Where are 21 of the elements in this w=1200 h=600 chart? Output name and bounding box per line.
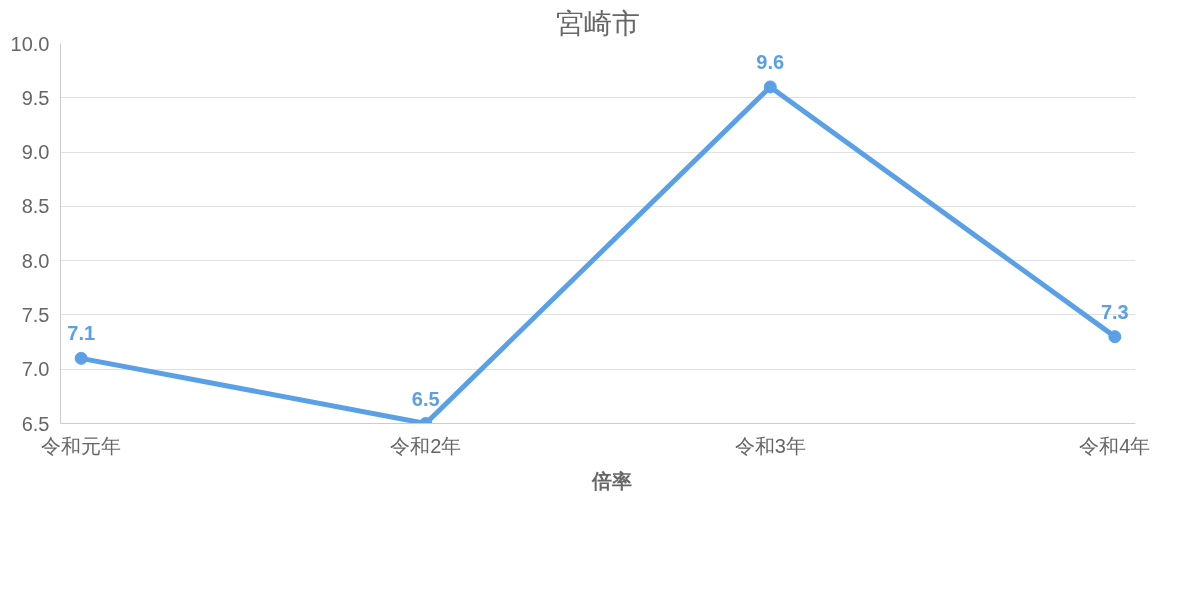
x-tick-label: 令和元年 bbox=[41, 434, 122, 457]
y-tick-label: 8.0 bbox=[21, 249, 50, 272]
y-tick-label: 9.0 bbox=[21, 141, 50, 164]
x-tick-label: 令和4年 bbox=[1079, 434, 1151, 457]
point bbox=[74, 351, 88, 365]
y-tick-label: 7.5 bbox=[21, 303, 50, 326]
point bbox=[1108, 330, 1122, 344]
data-label: 7.3 bbox=[1100, 300, 1129, 323]
y-tick-label: 7.0 bbox=[21, 358, 50, 381]
x-tick-label: 令和3年 bbox=[734, 434, 806, 457]
text: 倍率 bbox=[592, 468, 632, 494]
point bbox=[763, 80, 777, 94]
chart-title: 宮崎市 bbox=[556, 7, 640, 39]
data-label: 7.1 bbox=[67, 322, 96, 345]
x-tick-label: 令和2年 bbox=[390, 434, 462, 457]
y-tick-label: 10.0 bbox=[10, 32, 50, 55]
data-label: 6.5 bbox=[411, 387, 440, 410]
y-tick-label: 9.5 bbox=[21, 86, 50, 109]
data-label: 9.6 bbox=[756, 50, 785, 73]
y-tick-label: 6.5 bbox=[21, 412, 50, 435]
y-tick-label: 8.5 bbox=[21, 195, 50, 218]
